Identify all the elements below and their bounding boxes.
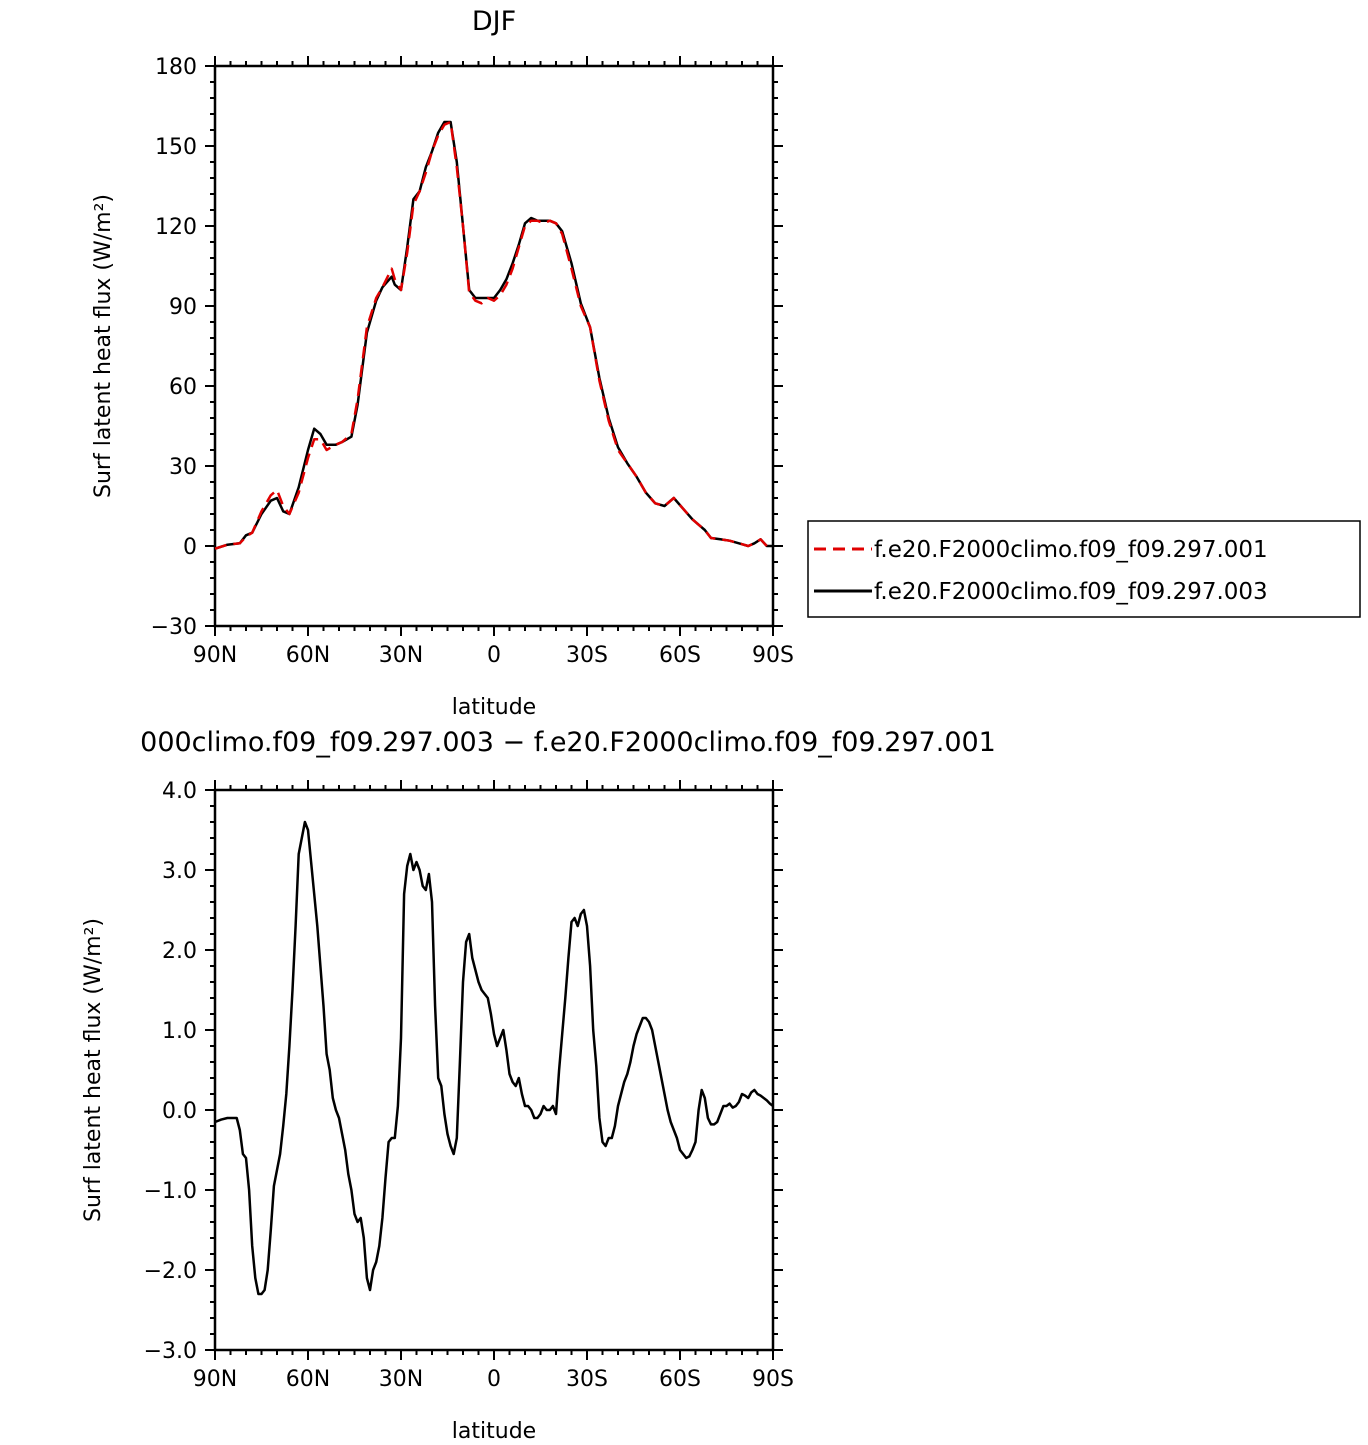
y-tick-label: −2.0 — [144, 1259, 197, 1284]
top-panel: DJF 90N 60N 30N 0 30S 60S 90S −30 0 30 60 90 120 150 1… — [91, 6, 1361, 720]
y-tick-label: 0.0 — [162, 1099, 197, 1124]
x-tick-label: 30S — [566, 643, 608, 668]
y-tick-label: 3.0 — [162, 859, 197, 884]
y-tick-label: −1.0 — [144, 1179, 197, 1204]
y-tick-label: 30 — [169, 455, 197, 480]
x-tick-label: 90N — [193, 1367, 237, 1392]
top-plot-frame — [213, 64, 775, 628]
top-series-lines — [214, 120, 773, 550]
bottom-chart-title: 000climo.f09_f09.297.003 − f.e20.F2000cl… — [140, 727, 996, 758]
legend: f.e20.F2000climo.f09_f09.297.001 f.e20.F… — [807, 520, 1361, 618]
series-line-001 — [214, 120, 773, 550]
y-tick-label: 2.0 — [162, 939, 197, 964]
y-tick-label: 90 — [169, 295, 197, 320]
legend-box — [807, 520, 1361, 618]
y-tick-label: −3.0 — [144, 1339, 197, 1364]
y-tick-label: 150 — [155, 135, 197, 160]
x-tick-label: 90S — [752, 1367, 794, 1392]
y-tick-label: 180 — [155, 55, 197, 80]
top-x-axis-label: latitude — [452, 695, 536, 720]
y-tick-label: −30 — [151, 615, 197, 640]
y-tick-label: 1.0 — [162, 1019, 197, 1044]
x-tick-label: 30N — [379, 1367, 423, 1392]
legend-label-003: f.e20.F2000climo.f09_f09.297.003 — [874, 579, 1268, 605]
bottom-x-axis-label: latitude — [452, 1419, 536, 1444]
x-tick-label: 30S — [566, 1367, 608, 1392]
bottom-y-axis-label: Surf latent heat flux (W/m²) — [81, 918, 106, 1222]
series-line-difference — [214, 820, 774, 1296]
x-tick-label: 30N — [379, 643, 423, 668]
y-tick-label: 0 — [183, 535, 197, 560]
bottom-panel: 000climo.f09_f09.297.003 − f.e20.F2000cl… — [81, 727, 996, 1444]
y-tick-label: 120 — [155, 215, 197, 240]
x-tick-label: 60S — [659, 1367, 701, 1392]
bottom-axis-ticks — [205, 780, 783, 1360]
y-tick-label: 60 — [169, 375, 197, 400]
x-tick-label: 0 — [487, 643, 501, 668]
x-tick-label: 90N — [193, 643, 237, 668]
x-tick-label: 0 — [487, 1367, 501, 1392]
y-tick-label: 4.0 — [162, 779, 197, 804]
top-y-axis-label: Surf latent heat flux (W/m²) — [91, 194, 116, 498]
x-tick-label: 90S — [752, 643, 794, 668]
bottom-tick-labels: 90N 60N 30N 0 30S 60S 90S −3.0 −2.0 −1.0 0.0 1.0 2.0… — [144, 779, 794, 1392]
top-axis-ticks — [205, 56, 783, 636]
x-tick-label: 60N — [286, 1367, 330, 1392]
legend-label-001: f.e20.F2000climo.f09_f09.297.001 — [874, 537, 1268, 563]
top-chart-title: DJF — [472, 6, 516, 37]
top-tick-labels: 90N 60N 30N 0 30S 60S 90S −30 0 30 60 90 120 150 180 — [151, 55, 794, 668]
bottom-series-lines — [214, 820, 774, 1296]
x-tick-label: 60N — [286, 643, 330, 668]
series-line-003 — [214, 120, 773, 550]
x-tick-label: 60S — [659, 643, 701, 668]
